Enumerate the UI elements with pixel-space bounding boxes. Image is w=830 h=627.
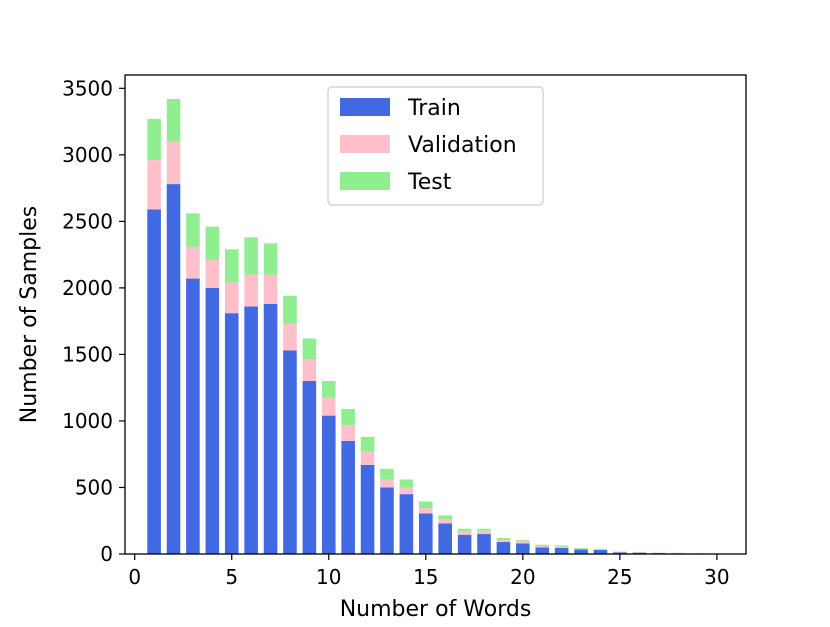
- bar-validation-7: [264, 275, 278, 304]
- bar-test-6: [244, 237, 258, 274]
- bar-train-12: [361, 465, 375, 554]
- bar-train-4: [206, 288, 220, 554]
- bar-validation-23: [574, 549, 588, 550]
- bar-validation-8: [283, 324, 297, 351]
- y-tick-label: 1500: [62, 342, 113, 366]
- bar-validation-6: [244, 275, 258, 307]
- bar-test-20: [516, 540, 530, 541]
- x-tick-label: 0: [128, 565, 141, 589]
- bar-train-19: [497, 542, 511, 554]
- bar-test-21: [535, 545, 549, 546]
- bar-validation-17: [458, 531, 472, 534]
- legend-label-train: Train: [407, 96, 461, 121]
- x-tick-label: 25: [607, 565, 632, 589]
- bar-test-3: [186, 213, 200, 246]
- bar-train-14: [400, 494, 414, 554]
- bar-test-16: [438, 515, 452, 519]
- legend-swatch-test: [340, 172, 390, 190]
- bar-train-20: [516, 543, 530, 554]
- bar-train-6: [244, 307, 258, 554]
- bar-test-18: [477, 529, 491, 531]
- bar-train-21: [535, 547, 549, 554]
- bar-validation-19: [497, 540, 511, 542]
- bar-train-17: [458, 535, 472, 554]
- bar-validation-3: [186, 247, 200, 279]
- x-tick-label: 20: [510, 565, 535, 589]
- bar-validation-12: [361, 452, 375, 465]
- bar-test-22: [555, 545, 569, 546]
- x-tick-label: 15: [413, 565, 438, 589]
- bar-validation-13: [380, 479, 394, 487]
- bar-train-22: [555, 548, 569, 554]
- y-tick-label: 2000: [62, 276, 113, 300]
- bar-test-12: [361, 437, 375, 452]
- y-tick-label: 2500: [62, 209, 113, 233]
- y-tick-label: 0: [100, 542, 113, 566]
- bar-validation-24: [594, 549, 608, 550]
- bar-validation-15: [419, 508, 433, 513]
- y-tick-label: 500: [75, 475, 113, 499]
- bar-test-7: [264, 243, 278, 274]
- bar-test-1: [147, 119, 161, 160]
- bar-validation-5: [225, 283, 239, 314]
- bar-validation-2: [167, 142, 181, 185]
- bar-train-7: [264, 304, 278, 554]
- bar-validation-20: [516, 541, 530, 543]
- legend-label-test: Test: [407, 170, 452, 195]
- legend-swatch-train: [340, 98, 390, 116]
- bar-test-19: [497, 538, 511, 540]
- y-axis-label: Number of Samples: [17, 206, 42, 424]
- bar-test-15: [419, 501, 433, 508]
- bar-validation-22: [555, 547, 569, 548]
- bar-validation-9: [303, 360, 317, 381]
- bar-train-3: [186, 279, 200, 554]
- bar-test-10: [322, 381, 336, 397]
- bar-test-13: [380, 469, 394, 480]
- bar-test-4: [206, 227, 220, 260]
- bar-train-5: [225, 313, 239, 554]
- bar-validation-11: [341, 425, 355, 441]
- bar-train-10: [322, 416, 336, 554]
- x-tick-label: 30: [704, 565, 729, 589]
- bar-test-11: [341, 409, 355, 425]
- bar-train-11: [341, 441, 355, 554]
- bar-train-16: [438, 523, 452, 554]
- bar-validation-10: [322, 397, 336, 416]
- bar-test-9: [303, 338, 317, 359]
- bar-validation-21: [535, 546, 549, 547]
- y-tick-label: 3500: [62, 76, 113, 100]
- bar-validation-16: [438, 519, 452, 523]
- legend-label-validation: Validation: [408, 133, 517, 158]
- bar-test-2: [167, 99, 181, 142]
- y-axis-ticks: 0 500 1000 1500 2000 2500 3000 3500: [62, 76, 125, 566]
- bar-validation-18: [477, 531, 491, 534]
- bar-train-15: [419, 513, 433, 554]
- x-tick-label: 5: [225, 565, 238, 589]
- bar-test-14: [400, 479, 414, 487]
- bar-validation-4: [206, 260, 220, 288]
- bar-train-13: [380, 487, 394, 554]
- x-tick-label: 10: [316, 565, 341, 589]
- x-axis-label: Number of Words: [340, 597, 532, 622]
- bar-train-2: [167, 184, 181, 554]
- bar-train-1: [147, 209, 161, 554]
- bar-validation-14: [400, 487, 414, 494]
- y-tick-label: 3000: [62, 143, 113, 167]
- bar-test-8: [283, 296, 297, 324]
- bar-test-24: [594, 549, 608, 550]
- legend: Train Validation Test: [328, 87, 543, 205]
- bar-train-18: [477, 534, 491, 554]
- bar-test-5: [225, 249, 239, 282]
- bar-test-17: [458, 529, 472, 532]
- bar-train-8: [283, 350, 297, 554]
- bar-validation-1: [147, 160, 161, 209]
- legend-swatch-validation: [340, 135, 390, 153]
- bar-train-9: [303, 381, 317, 554]
- x-axis-ticks: 0 5 10 15 20 25 30: [128, 554, 729, 589]
- y-tick-label: 1000: [62, 409, 113, 433]
- bar-test-23: [574, 548, 588, 549]
- bar-train-23: [574, 549, 588, 554]
